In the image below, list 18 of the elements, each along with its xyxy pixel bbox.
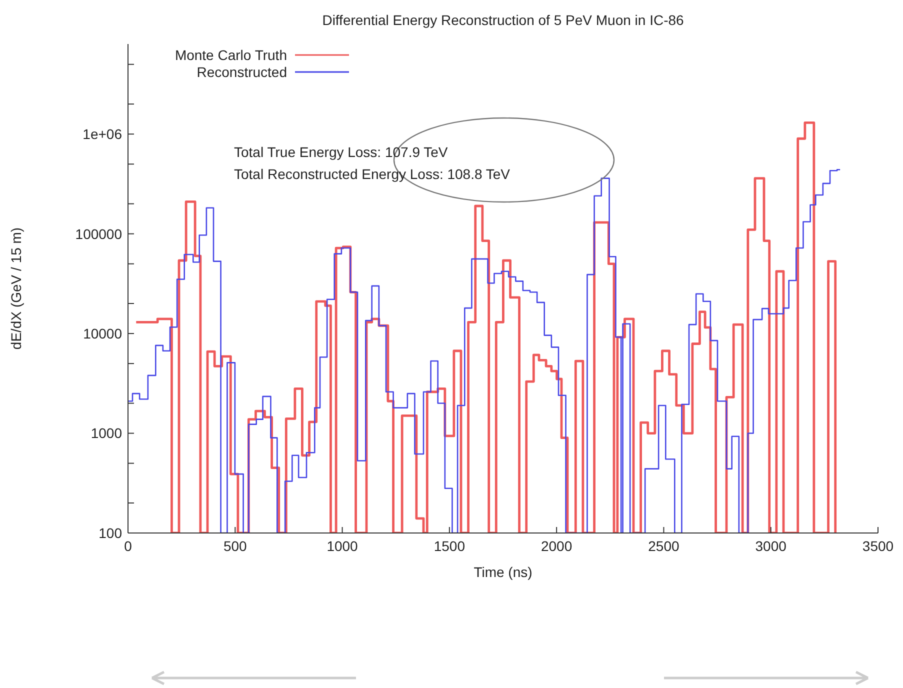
x-tick-label: 3000	[755, 538, 787, 554]
x-tick-label: 2000	[540, 538, 572, 554]
y-tick-label: 100000	[75, 226, 122, 242]
y-axis-title: dE/dX (GeV / 15 m)	[8, 227, 24, 350]
x-tick-label: 3500	[862, 538, 894, 554]
x-tick-label: 500	[223, 538, 248, 554]
x-tick-label: 2500	[648, 538, 680, 554]
y-tick-label: 1e+06	[82, 126, 122, 142]
legend-label: Monte Carlo Truth	[174, 46, 287, 62]
x-axis-title: Time (ns)	[474, 564, 532, 580]
x-tick-label: 0	[124, 538, 132, 554]
y-tick-label: 10000	[83, 326, 122, 342]
x-tick-label: 1000	[326, 538, 358, 554]
chart-title: Differential Energy Reconstruction of 5 PeV Muon in IC-86	[321, 12, 685, 28]
x-tick-label: 1500	[434, 538, 466, 554]
legend-label: Reconstructed	[196, 64, 287, 80]
y-tick-label: 1000	[90, 425, 122, 442]
y-tick-label: 100	[98, 524, 122, 541]
